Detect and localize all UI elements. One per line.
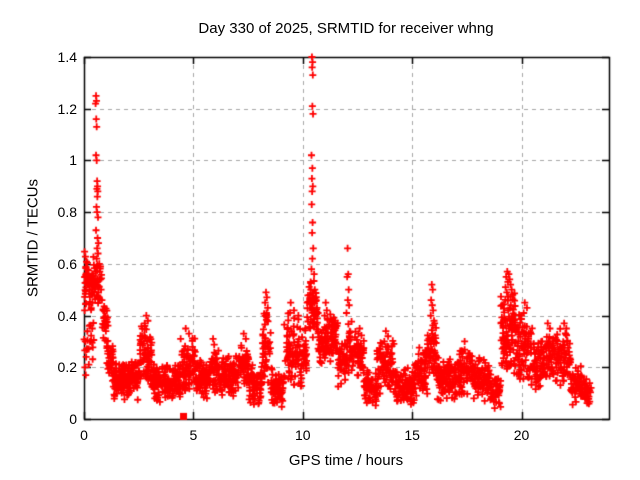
y-tick-label: 0.8 (57, 204, 77, 221)
y-axis-label: SRMTID / TECUs (24, 178, 42, 298)
y-tick-label: 0.6 (57, 255, 77, 272)
x-tick-label: 15 (404, 427, 420, 443)
x-tick-label: 5 (189, 427, 198, 443)
y-tick-label: 1.2 (57, 100, 77, 117)
chart-title: Day 330 of 2025, SRMTID for receiver whn… (198, 20, 494, 37)
x-tick-label: 10 (294, 427, 311, 443)
y-tick-label: 0 (69, 411, 77, 427)
y-tick-label: 1.4 (57, 49, 77, 65)
x-axis-label: GPS time / hours (288, 452, 404, 469)
x-tick-label: 20 (513, 427, 530, 443)
x-tick-label: 0 (80, 427, 88, 443)
y-tick-label: 0.4 (57, 307, 77, 324)
y-tick-label: 1 (69, 152, 77, 169)
y-tick-label: 0.2 (57, 359, 77, 376)
